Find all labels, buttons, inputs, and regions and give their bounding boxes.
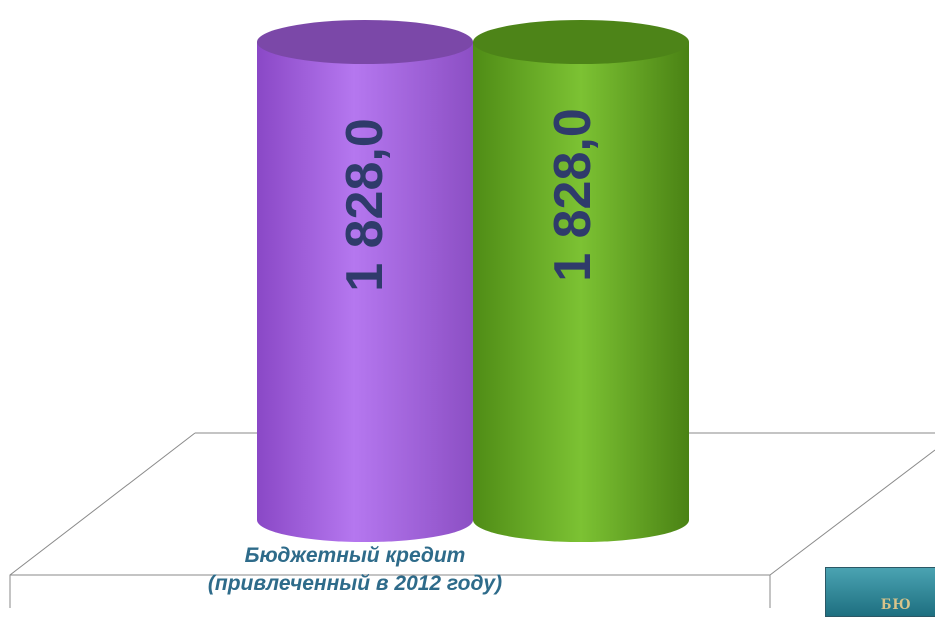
bar-series-2 xyxy=(473,20,689,542)
bar-series-1 xyxy=(257,20,473,542)
bar-series-1-body xyxy=(257,42,473,542)
bar-series-1-top xyxy=(257,20,473,64)
bar-series-2-top xyxy=(473,20,689,64)
bar-series-2-body xyxy=(473,42,689,542)
corner-badge-text: БЮ xyxy=(881,596,912,613)
category-label-line-1: Бюджетный кредит xyxy=(244,544,466,567)
data-label-series-1: 1 828,0 xyxy=(336,118,394,292)
corner-badge: БЮ xyxy=(825,567,935,617)
data-label-series-2: 1 828,0 xyxy=(544,108,602,282)
category-label-line-2: (привлеченный в 2012 году) xyxy=(207,572,503,595)
